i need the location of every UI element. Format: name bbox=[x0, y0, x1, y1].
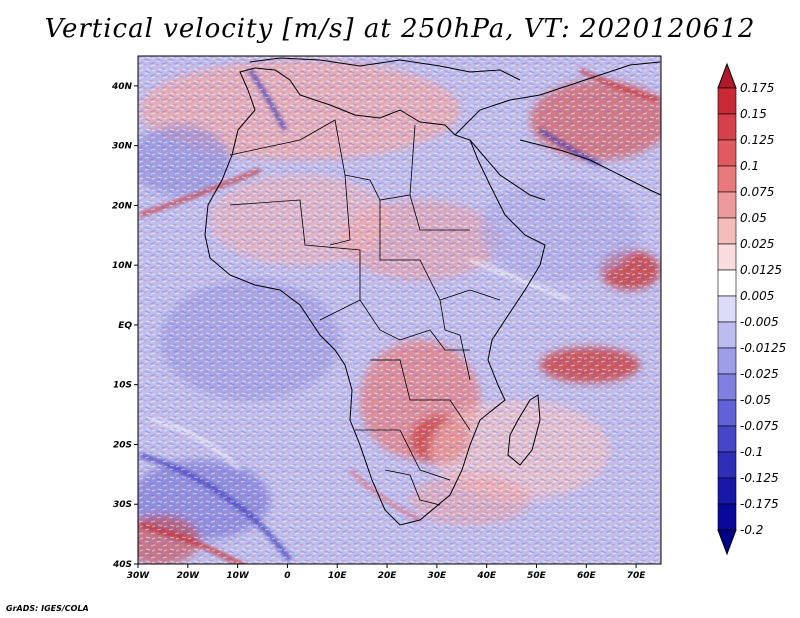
lat-tick-label: 40S bbox=[112, 560, 132, 570]
colorbar-level-label: 0.075 bbox=[740, 185, 774, 199]
lon-tick-label: 0 bbox=[284, 571, 290, 581]
plot-frame bbox=[137, 55, 662, 565]
colorbar-bottom-arrow bbox=[717, 529, 737, 556]
colorbar-level-label: 0.05 bbox=[740, 211, 767, 225]
country-borders bbox=[229, 119, 501, 506]
colorbar-level-label: 0.0125 bbox=[740, 263, 782, 277]
lon-tick-label: 40E bbox=[476, 571, 497, 581]
lon-tick-label: 10E bbox=[328, 571, 348, 581]
colorbar-swatch bbox=[717, 87, 737, 115]
longitude-axis: 30W 20W 10W 0 10E 20E 30E 40E 50E 60E 70E bbox=[127, 564, 647, 581]
colorbar-level-label: -0.0125 bbox=[740, 341, 786, 355]
colorbar-swatch bbox=[717, 191, 737, 219]
latitude-axis: 40N 30N 20N 10N EQ 10S 20S 30S 40S bbox=[111, 82, 138, 570]
colorbar-swatch bbox=[717, 347, 737, 375]
colorbar-level-label: 0.025 bbox=[740, 237, 774, 251]
lat-tick-label: 30S bbox=[113, 500, 132, 510]
colorbar-swatch bbox=[717, 113, 737, 141]
colorbar-swatch bbox=[717, 139, 737, 167]
colorbar-swatch bbox=[717, 217, 737, 245]
colorbar-level-label: -0.2 bbox=[740, 523, 763, 537]
colorbar-level-label: -0.075 bbox=[740, 419, 779, 433]
colorbar-level-label: -0.025 bbox=[740, 367, 779, 381]
colorbar-level-label: 0.125 bbox=[740, 133, 774, 147]
lon-tick-label: 10W bbox=[226, 571, 250, 581]
lat-tick-label: EQ bbox=[118, 321, 132, 331]
colorbar-swatch bbox=[717, 399, 737, 427]
colorbar-level-label: 0.005 bbox=[740, 289, 774, 303]
lon-tick-label: 30E bbox=[428, 571, 448, 581]
colorbar-level-label: 0.15 bbox=[740, 107, 767, 121]
colorbar-swatch bbox=[717, 269, 737, 297]
map-title: Vertical velocity [m/s] at 250hPa, VT: 2… bbox=[44, 14, 756, 44]
grads-credit: GrADS: IGES/COLA bbox=[6, 604, 89, 613]
lon-tick-label: 30W bbox=[127, 571, 151, 581]
colorbar-level-label: -0.125 bbox=[740, 471, 779, 485]
colorbar-swatch bbox=[717, 321, 737, 349]
colorbar-top-arrow bbox=[717, 62, 737, 89]
coastlines bbox=[204, 57, 661, 526]
colorbar-swatch bbox=[717, 165, 737, 193]
colorbar-swatch bbox=[717, 503, 737, 531]
colorbar-level-label: 0.175 bbox=[740, 81, 774, 95]
colorbar-swatch bbox=[717, 425, 737, 453]
lat-tick-label: 10N bbox=[112, 261, 133, 271]
colorbar-level-label: -0.005 bbox=[740, 315, 779, 329]
lat-tick-label: 40N bbox=[111, 82, 133, 92]
colorbar: 0.175 0.15 0.125 0.1 0.075 0.05 0.025 0.0125 0.0… bbox=[717, 62, 786, 556]
lon-tick-label: 70E bbox=[627, 571, 647, 581]
colorbar-level-label: -0.1 bbox=[740, 445, 763, 459]
colorbar-swatch bbox=[717, 295, 737, 323]
colorbar-swatch bbox=[717, 243, 737, 271]
lat-tick-label: 10S bbox=[113, 381, 132, 391]
lon-tick-label: 20E bbox=[378, 571, 398, 581]
lat-tick-label: 20S bbox=[113, 440, 132, 450]
colorbar-level-label: 0.1 bbox=[740, 159, 759, 173]
colorbar-level-label: -0.05 bbox=[740, 393, 771, 407]
colorbar-swatch bbox=[717, 477, 737, 505]
lon-tick-label: 20W bbox=[177, 571, 201, 581]
velocity-field bbox=[138, 56, 661, 564]
colorbar-swatch bbox=[717, 451, 737, 479]
lon-tick-label: 50E bbox=[527, 571, 547, 581]
lat-tick-label: 20N bbox=[112, 201, 133, 211]
lon-tick-label: 60E bbox=[577, 571, 597, 581]
colorbar-level-label: -0.175 bbox=[740, 497, 779, 511]
colorbar-swatch bbox=[717, 373, 737, 401]
lat-tick-label: 30N bbox=[112, 142, 133, 152]
